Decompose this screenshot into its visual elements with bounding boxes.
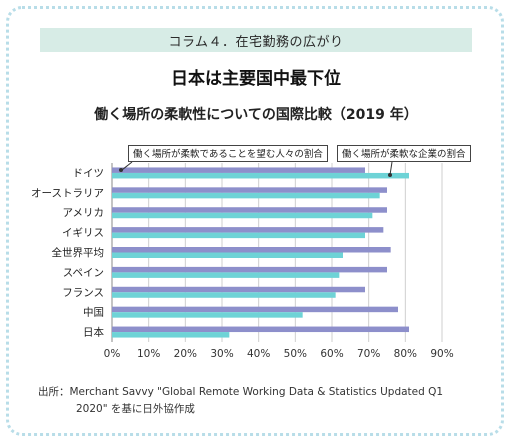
legend-pointer-company <box>388 172 392 177</box>
bar-company <box>112 232 365 239</box>
bar-company <box>112 292 336 298</box>
bar-wish <box>112 266 387 273</box>
bar-wish <box>112 187 387 193</box>
bar-wish <box>112 227 384 233</box>
source-line-1: 出所：Merchant Savvy "Global Remote Working… <box>38 386 444 398</box>
x-tick-label: 40% <box>247 348 270 360</box>
headline: 日本は主要国中最下位 <box>171 69 341 89</box>
bar-company <box>112 272 340 278</box>
x-tick-label: 60% <box>320 348 343 360</box>
x-tick-label: 10% <box>137 348 160 360</box>
x-tick-label: 50% <box>284 348 307 360</box>
legend-leader-wish <box>121 161 133 171</box>
legend-leader-company <box>389 161 393 176</box>
bar-wish <box>112 306 398 313</box>
chart-title: 働く場所の柔軟性についての国際比較（2019 年） <box>94 107 418 123</box>
legend-box-company: 働く場所が柔軟な企業の割合 <box>337 145 471 162</box>
y-category-label: フランス <box>62 287 104 299</box>
bar-wish <box>112 326 409 333</box>
x-tick-label: 20% <box>174 348 197 360</box>
column-banner: コラム４．在宅勤務の広がり <box>40 28 472 52</box>
x-tick-label: 80% <box>394 348 417 360</box>
bar-company <box>112 332 230 338</box>
x-tick-label: 90% <box>430 348 453 360</box>
bar-wish <box>112 247 391 253</box>
bar-company <box>112 312 303 318</box>
column-frame <box>6 6 504 436</box>
y-category-label: 中国 <box>83 306 104 319</box>
legend-pointer-wish <box>119 167 123 172</box>
y-category-label: イギリス <box>62 227 104 239</box>
bar-company <box>112 252 343 258</box>
bar-company <box>112 172 409 179</box>
y-category-label: アメリカ <box>63 207 104 219</box>
bar-wish <box>112 207 387 213</box>
x-tick-label: 30% <box>210 348 233 360</box>
bar-wish <box>112 286 365 293</box>
bar-company <box>112 212 373 219</box>
y-category-label: スペイン <box>63 267 104 279</box>
y-category-label: 日本 <box>83 326 104 339</box>
source-note: 出所：Merchant Savvy "Global Remote Working… <box>38 384 478 418</box>
x-tick-label: 0% <box>104 348 121 360</box>
y-category-label: ドイツ <box>73 167 105 179</box>
source-line-2: 2020" を基に日外協作成 <box>76 403 195 415</box>
legend-box-wish: 働く場所が柔軟であることを望む人々の割合 <box>128 145 328 162</box>
bar-wish <box>112 167 365 173</box>
y-category-label: 全世界平均 <box>52 246 105 259</box>
bar-company <box>112 192 380 199</box>
x-tick-label: 70% <box>357 348 380 360</box>
y-category-label: オーストラリア <box>31 187 104 199</box>
